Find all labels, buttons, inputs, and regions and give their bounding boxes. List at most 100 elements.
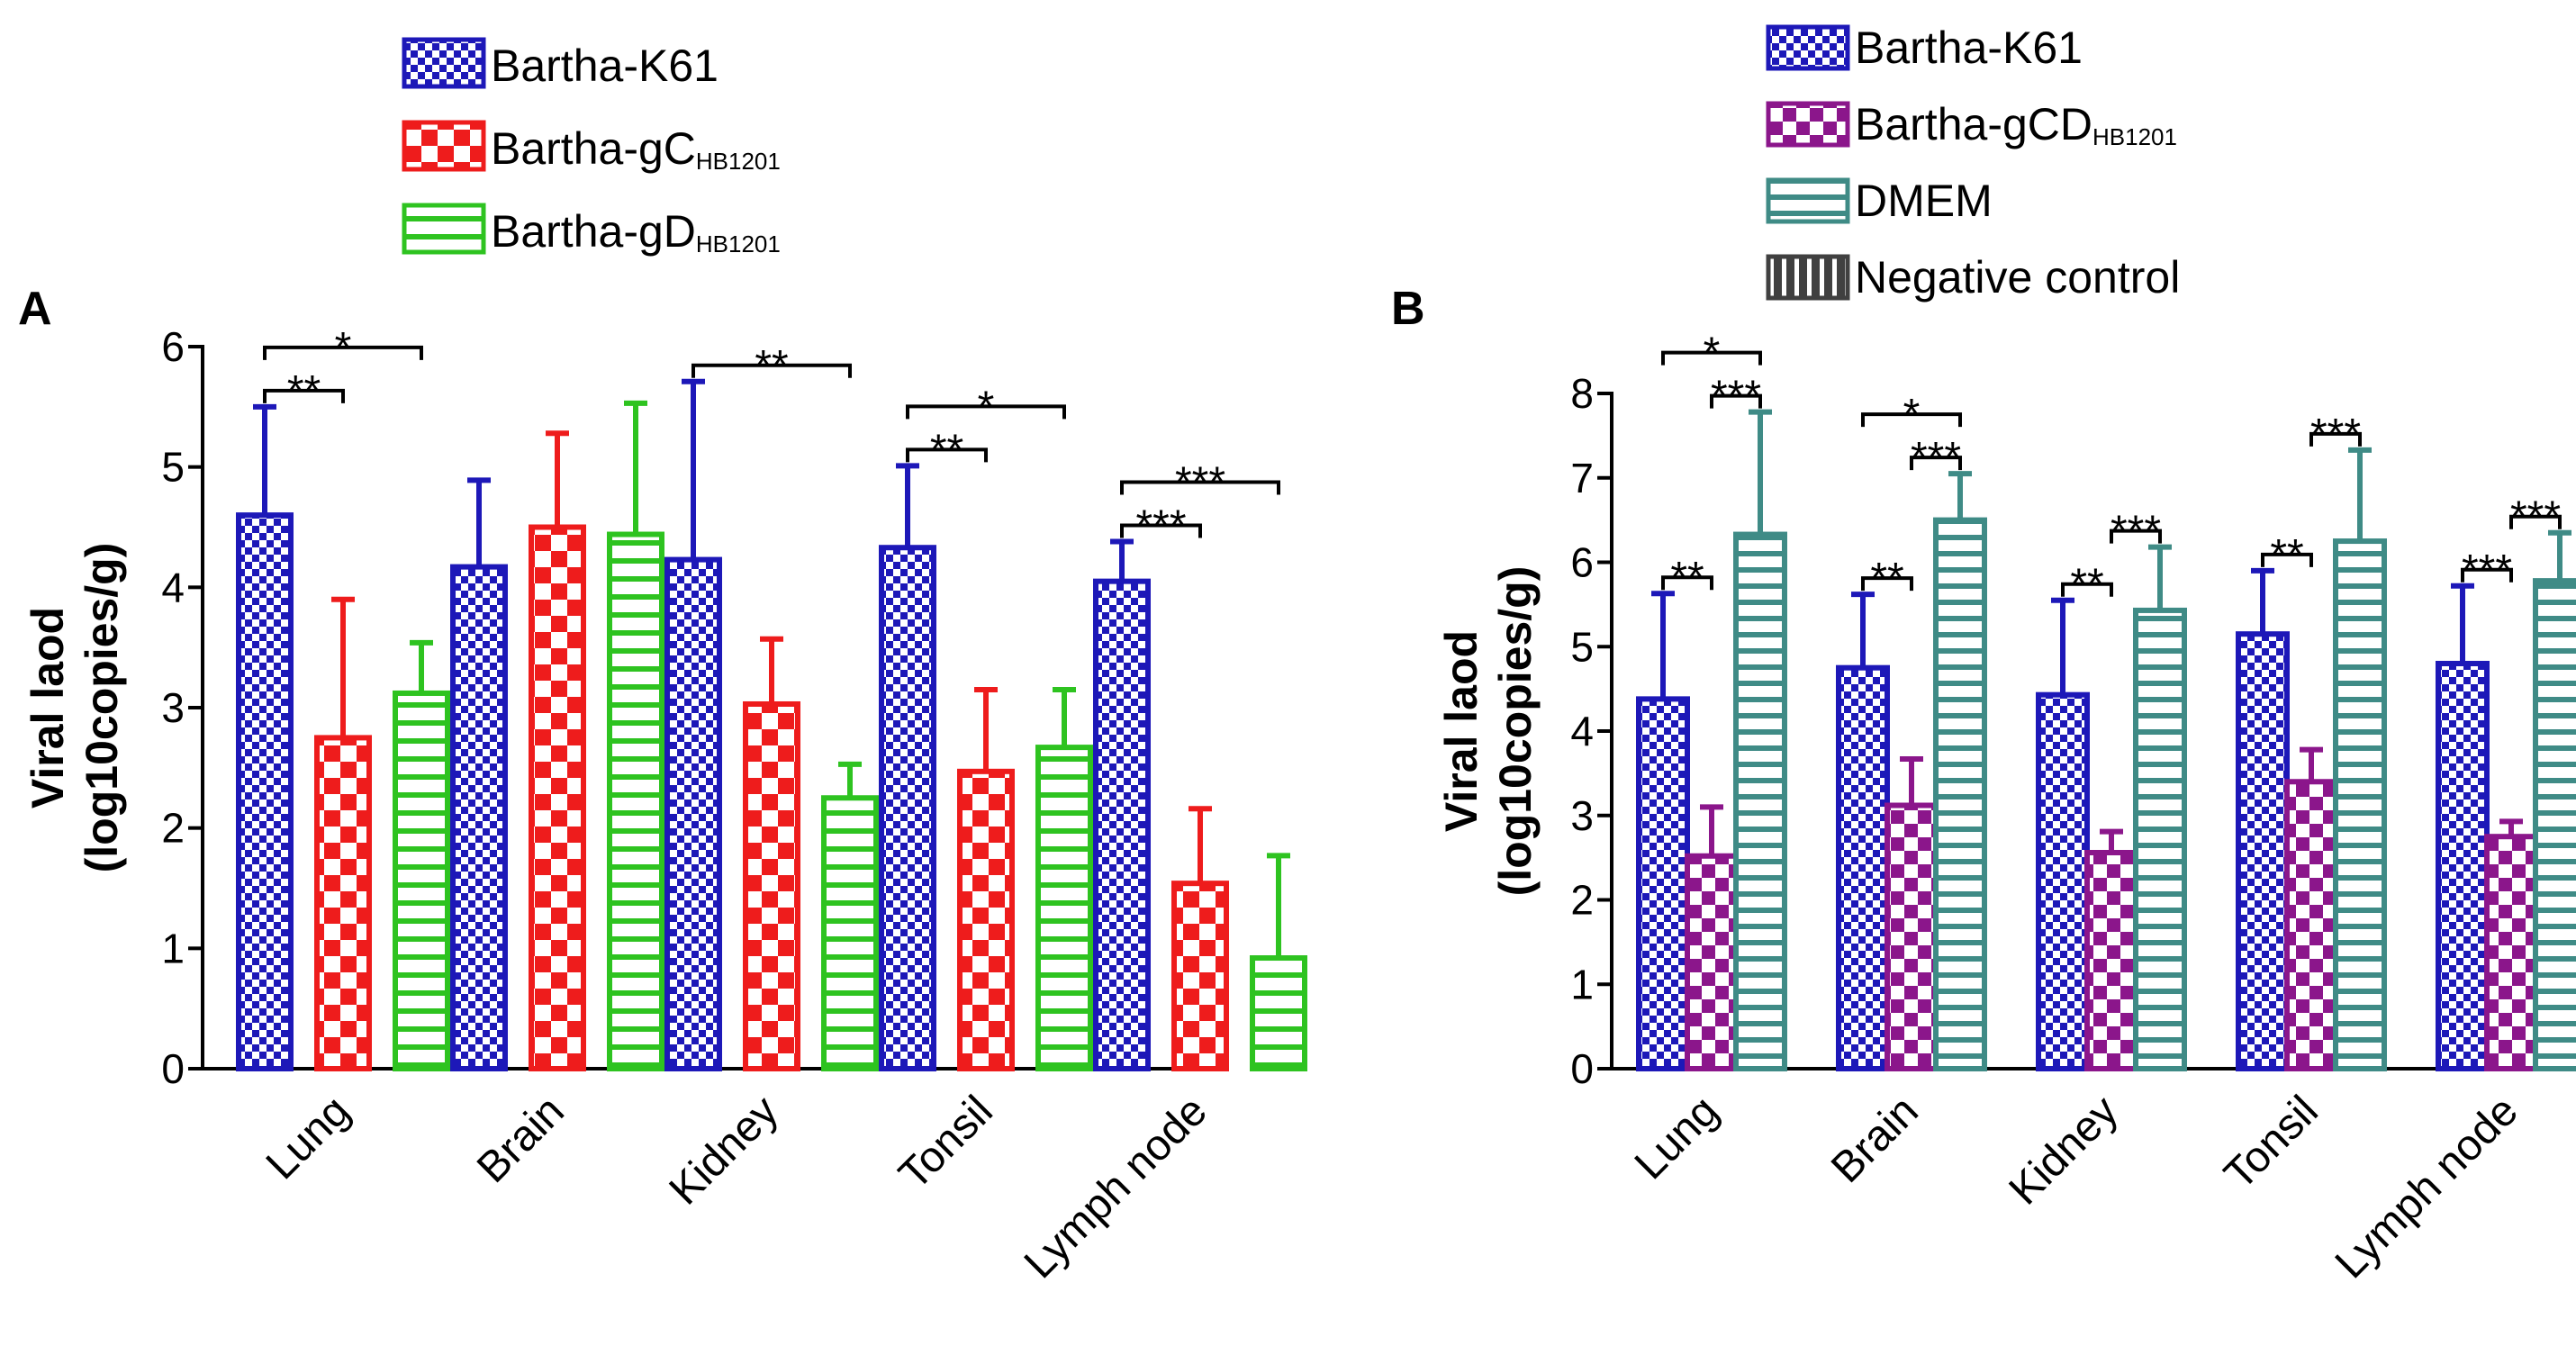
bar-tonsil-bartha-k61 bbox=[879, 463, 936, 1071]
significance-label: *** bbox=[1911, 434, 1961, 482]
panel-b-letter: B bbox=[1391, 283, 1425, 335]
bar-lymph-node-dmem bbox=[2533, 529, 2576, 1071]
legend-swatch bbox=[402, 37, 486, 89]
significance-bracket: ** bbox=[1661, 554, 1713, 601]
bar-lung-bartha-gd-hb1201 bbox=[393, 639, 450, 1072]
significance-bracket: ** bbox=[906, 426, 988, 474]
significance-label: *** bbox=[1175, 459, 1225, 507]
significance-label: * bbox=[978, 383, 995, 430]
x-category-label: Lung bbox=[258, 1087, 359, 1188]
bar bbox=[1035, 745, 1093, 1071]
bar-lung-dmem bbox=[1733, 409, 1787, 1071]
legend-item-bartha-gcd-hb1201: Bartha-gCDHB1201 bbox=[1766, 99, 2177, 150]
bar bbox=[529, 524, 586, 1071]
y-tick-label: 4 bbox=[161, 564, 185, 610]
bar-kidney-bartha-k61 bbox=[664, 378, 722, 1071]
legend-label: Negative control bbox=[1855, 252, 2180, 303]
bar-lymph-node-bartha-gc-hb1201 bbox=[1171, 806, 1229, 1071]
bar bbox=[2084, 850, 2138, 1071]
bar bbox=[2133, 607, 2187, 1071]
significance-line bbox=[2061, 582, 2113, 597]
bar-lymph-node-bartha-gd-hb1201 bbox=[1250, 853, 1307, 1071]
bar bbox=[957, 768, 1015, 1071]
bar bbox=[2533, 578, 2576, 1071]
y-tick-label: 3 bbox=[1570, 792, 1594, 839]
legend-item-bartha-k61: Bartha-K61 bbox=[402, 37, 719, 91]
bar-brain-bartha-k61 bbox=[1836, 592, 1890, 1071]
significance-label: ** bbox=[2270, 531, 2303, 579]
y-tick-label: 1 bbox=[1570, 961, 1594, 1007]
significance-line bbox=[2110, 528, 2162, 544]
bar bbox=[1636, 696, 1690, 1071]
significance-bracket: ** bbox=[2061, 561, 2113, 609]
bar bbox=[2236, 631, 2290, 1071]
bar bbox=[1093, 578, 1151, 1071]
significance-bracket: * bbox=[1661, 330, 1762, 377]
y-tick-label: 3 bbox=[161, 684, 185, 731]
legend-swatch bbox=[1766, 101, 1850, 148]
y-tick-label: 6 bbox=[161, 323, 185, 370]
bar-tonsil-dmem bbox=[2333, 447, 2387, 1071]
bar bbox=[664, 556, 722, 1071]
panel-b-chart: B Bartha-K61 Bartha-gCDHB1201 DMEM Negative… bbox=[1391, 23, 2576, 1287]
panel-b-plot-area: 0 1 2 3 4 5 6 7 8 Viral laod (log10copies/g) Lung Br… bbox=[1436, 330, 2576, 1287]
bar bbox=[821, 795, 879, 1071]
significance-label: *** bbox=[2510, 493, 2561, 541]
significance-label: ** bbox=[1870, 555, 1903, 602]
significance-label: ** bbox=[287, 367, 321, 415]
x-category-label: Brain bbox=[1822, 1087, 1928, 1192]
legend-item-bartha-gc-hb1201: Bartha-gCHB1201 bbox=[402, 120, 781, 175]
significance-bracket: ** bbox=[1861, 555, 1913, 602]
bar bbox=[2484, 834, 2538, 1071]
legend-swatch bbox=[1766, 254, 1850, 301]
significance-label: *** bbox=[2462, 547, 2512, 594]
significance-line bbox=[2309, 431, 2362, 447]
legend-item-bartha-gd-hb1201: Bartha-gDHB1201 bbox=[402, 203, 781, 257]
bar-brain-dmem bbox=[1933, 471, 1987, 1071]
significance-label: * bbox=[335, 324, 352, 372]
legend-swatch bbox=[1766, 24, 1850, 71]
significance-line bbox=[263, 345, 423, 360]
y-tick-label: 0 bbox=[161, 1045, 185, 1092]
significance-bracket: *** bbox=[1120, 502, 1202, 550]
legend-label: DMEM bbox=[1855, 176, 1993, 226]
x-category-label: Kidney bbox=[2001, 1087, 2128, 1214]
legend-swatch bbox=[402, 120, 486, 172]
x-category-label: Tonsil bbox=[890, 1087, 1002, 1198]
x-category-label: Lymph node bbox=[1016, 1087, 1216, 1287]
legend-label: Bartha-gDHB1201 bbox=[491, 206, 781, 257]
legend-label: Bartha-K61 bbox=[491, 41, 719, 91]
significance-bracket: *** bbox=[2110, 508, 2162, 556]
y-tick-label: 5 bbox=[1570, 623, 1594, 670]
bar bbox=[2436, 661, 2490, 1071]
legend-label-subscript: HB1201 bbox=[2092, 123, 2177, 150]
bar-kidney-bartha-gd-hb1201 bbox=[821, 761, 879, 1071]
significance-line bbox=[2261, 552, 2313, 567]
y-tick-label: 7 bbox=[1570, 455, 1594, 501]
significance-label: * bbox=[1704, 330, 1721, 377]
significance-bracket: *** bbox=[1120, 459, 1280, 507]
significance-label: ** bbox=[930, 426, 963, 474]
significance-line bbox=[1861, 412, 1962, 428]
x-category-label: Lymph node bbox=[2327, 1087, 2527, 1287]
bar-lymph-node-bartha-k61 bbox=[2436, 583, 2490, 1071]
bar bbox=[1685, 853, 1739, 1071]
panel-a-legend: Bartha-K61 Bartha-gCHB1201 Bartha-gDHB1201 bbox=[402, 37, 781, 257]
bar-brain-bartha-gcd-hb1201 bbox=[1885, 755, 1939, 1071]
significance-label: ** bbox=[1670, 554, 1704, 601]
bar-brain-bartha-k61 bbox=[450, 477, 508, 1071]
bar bbox=[1836, 664, 1890, 1071]
bar bbox=[1885, 802, 1939, 1071]
legend-label: Bartha-K61 bbox=[1855, 23, 2083, 73]
x-category-label: Brain bbox=[468, 1087, 574, 1192]
significance-label: *** bbox=[2111, 508, 2161, 556]
y-tick-label: 8 bbox=[1570, 370, 1594, 417]
significance-bracket: *** bbox=[1910, 434, 1962, 482]
significance-line bbox=[691, 363, 852, 378]
panel-a-plot-area: 0 1 2 3 4 5 6 Viral laod (log10copies/g) Lung Brai… bbox=[23, 323, 1307, 1287]
x-category-label: Lung bbox=[1626, 1087, 1728, 1188]
y-tick-label: 2 bbox=[1570, 877, 1594, 924]
significance-line bbox=[1710, 393, 1762, 409]
legend-swatch bbox=[402, 203, 486, 255]
significance-bracket: ** bbox=[2261, 531, 2313, 579]
